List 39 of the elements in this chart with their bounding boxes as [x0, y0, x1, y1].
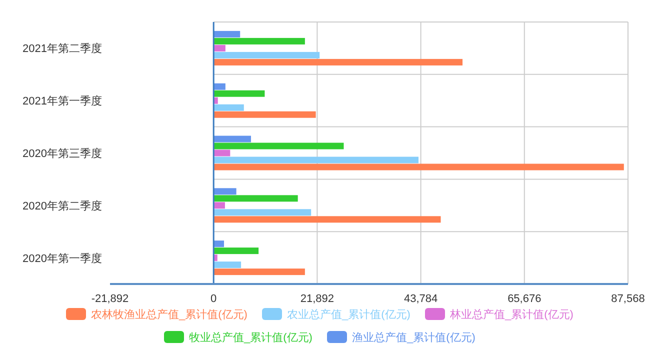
- bar: [214, 216, 441, 223]
- bar: [214, 136, 251, 142]
- bar: [214, 104, 244, 111]
- x-tick-label: -21,892: [91, 293, 129, 305]
- bar: [214, 38, 305, 44]
- bar: [214, 150, 230, 156]
- y-tick-label: 2021年第二季度: [22, 42, 102, 56]
- y-tick-label: 2020年第二季度: [22, 199, 102, 212]
- bar: [214, 195, 298, 202]
- bar: [214, 44, 226, 52]
- legend-label: 林业总产值_累计值(亿元): [449, 308, 574, 321]
- bar: [214, 83, 226, 90]
- x-tick-label: 21,892: [300, 293, 334, 305]
- bar: [214, 52, 320, 58]
- bar: [214, 248, 259, 254]
- legend-label: 农林牧渔业总产值_累计值(亿元): [91, 308, 248, 321]
- bar: [214, 90, 265, 97]
- y-tick-label: 2021年第一季度: [22, 94, 102, 108]
- bar: [214, 156, 419, 164]
- y-tick-label: 2020年第一季度: [22, 252, 102, 265]
- bar: [214, 202, 225, 209]
- x-tick-label: 65,676: [508, 293, 542, 305]
- bar: [214, 240, 224, 248]
- x-tick-label: 0: [210, 293, 217, 305]
- x-tick-label: 87,568: [611, 293, 645, 305]
- bar: [214, 268, 305, 276]
- bar: [214, 30, 240, 38]
- bar: [214, 262, 242, 268]
- legend-label: 牧业总产值_累计值(亿元): [189, 331, 312, 344]
- bar: [214, 142, 344, 150]
- legend-label: 渔业总产值_累计值(亿元): [352, 331, 476, 344]
- x-tick-label: 43,784: [404, 293, 438, 305]
- legend-label: 农业总产值_累计值(亿元): [287, 308, 410, 321]
- y-tick-label: 2020年第三季度: [22, 147, 102, 160]
- bar: [214, 111, 316, 118]
- bar: [214, 209, 312, 216]
- bar: [214, 188, 236, 195]
- bar: [214, 164, 624, 170]
- bar: [214, 58, 463, 66]
